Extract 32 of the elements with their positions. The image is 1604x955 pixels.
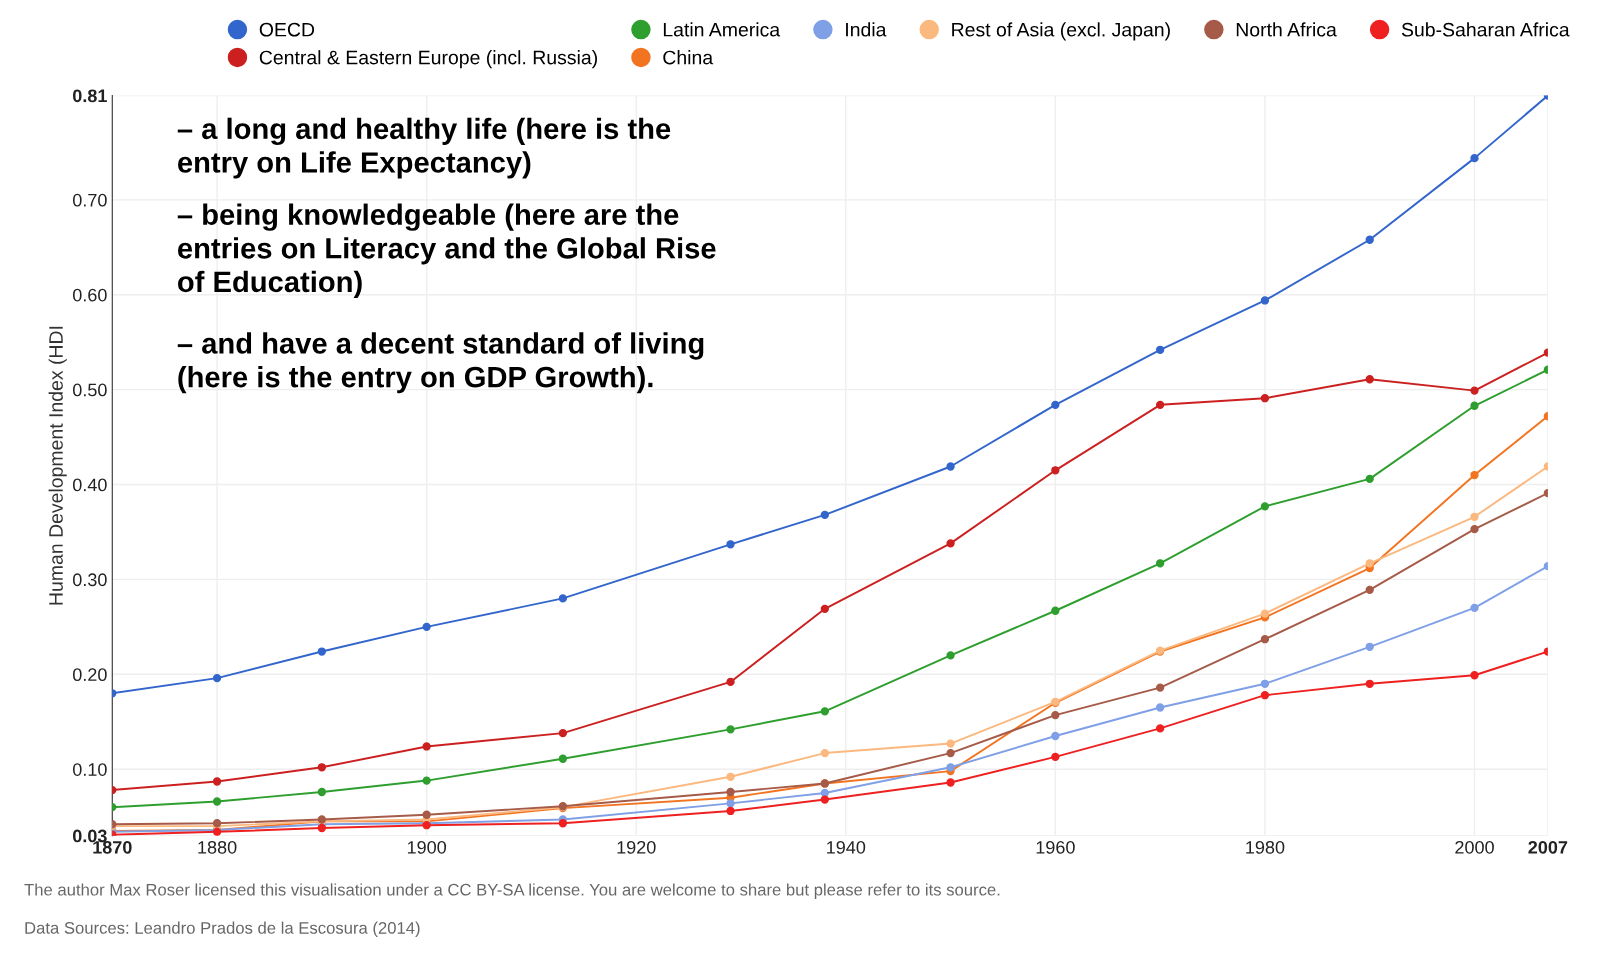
x-tick-label: 1920 <box>617 840 656 854</box>
y-tick-label: 0.60 <box>72 288 107 302</box>
y-tick-label: 0.40 <box>72 478 107 492</box>
legend-label: Sub-Saharan Africa <box>1401 22 1570 37</box>
legend-label: Latin America <box>663 22 781 37</box>
y-tick-label: 0.81 <box>72 89 107 103</box>
legend-label: India <box>846 22 887 37</box>
x-tick-label: 1880 <box>198 840 237 854</box>
x-tick-label: 1870 <box>93 840 132 854</box>
x-tick-label: 2000 <box>1455 840 1494 854</box>
legend-label: Rest of Asia (excl. Japan) <box>952 22 1170 41</box>
x-tick-label: 2007 <box>1528 840 1568 854</box>
y-tick-label: 0.30 <box>72 573 107 587</box>
text: The author Max Roser licensed this visualisation under a CC BY-SA license. You are welcome to share but please refer to its source. <box>24 883 1000 899</box>
legend-label: OECD <box>259 22 315 37</box>
y-axis-title: Human Development Index (HDI <box>48 326 67 605</box>
y-tick-label: 0.20 <box>72 668 107 682</box>
x-tick-label: 1940 <box>827 840 866 854</box>
x-tick-label: 1900 <box>407 840 447 854</box>
text: Data Sources: Leandro Prados de la Escosura (2014) <box>25 921 420 938</box>
y-tick-label: 0.03 <box>72 829 107 843</box>
x-tick-label: 1960 <box>1036 840 1075 854</box>
y-tick-label: 0.50 <box>72 383 107 397</box>
annotation: – and have a decent standard of living (here is the entry on GDP Growth). <box>177 332 704 394</box>
y-tick-label: 0.10 <box>72 763 107 776</box>
legend-label: Central & Eastern Europe (incl. Russia) <box>259 50 597 69</box>
legend-label: North Africa <box>1236 22 1337 37</box>
x-tick-label: 1980 <box>1246 840 1285 854</box>
y-tick-label: 0.70 <box>72 193 107 207</box>
legend-label: China <box>663 50 714 65</box>
annotation: – a long and healthy life (here is the entry on Life Expectancy) <box>177 117 671 179</box>
annotation: – being knowledgeable (here are the entries on Literacy and the Global Rise of Education) <box>177 203 716 298</box>
